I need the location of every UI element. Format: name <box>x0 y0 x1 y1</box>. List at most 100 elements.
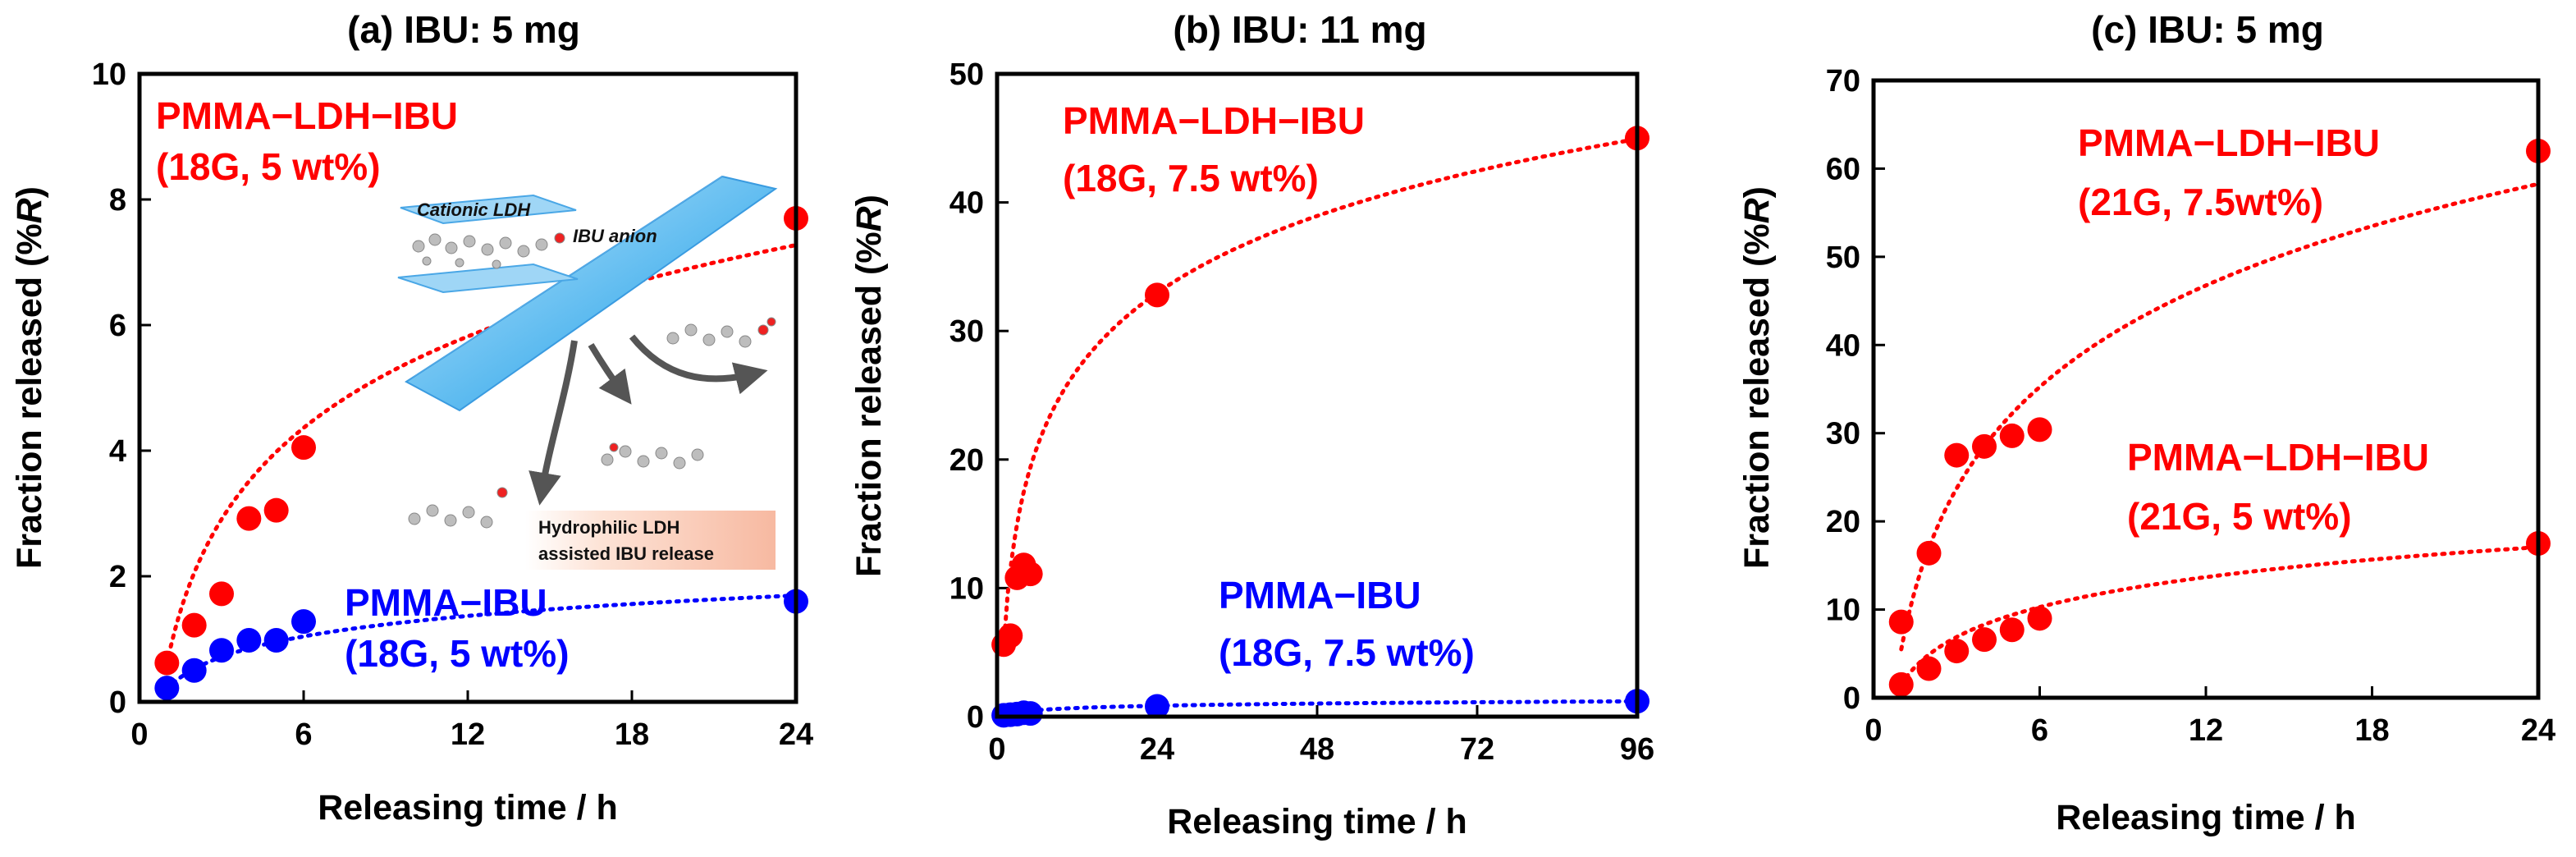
y-tick-label: 0 <box>967 700 984 735</box>
data-point <box>1972 433 1997 459</box>
data-point <box>181 658 207 683</box>
release-arrow-1 <box>528 340 578 506</box>
fit-curve <box>1001 136 1640 648</box>
release-label-line2: assisted IBU release <box>538 543 714 564</box>
series-label-line1: PMMA−LDH−IBU <box>156 94 458 137</box>
panel-b-title: (b) IBU: 11 mg <box>1173 8 1426 51</box>
y-tick-label: 0 <box>109 685 126 720</box>
fit-curve <box>1001 699 1640 718</box>
cationic-ldh-sheet-top <box>400 194 577 225</box>
y-tick-label: 10 <box>1826 593 1860 628</box>
data-point <box>1916 656 1942 681</box>
inset-illustration: Cationic LDH IBU anion <box>397 168 778 570</box>
panel-b-marks: 0 10 20 30 40 50 0 24 48 72 96 PMMA−LDH−IBU (18G, 7.… <box>849 57 1654 841</box>
series-label-line1: PMMA−LDH−IBU <box>2078 121 2380 164</box>
panel-b: (b) IBU: 11 mg 0 10 20 30 40 50 0 24 48 72 96 PMMA−… <box>849 8 1654 841</box>
data-point <box>2027 417 2052 442</box>
data-point <box>236 506 262 531</box>
data-point <box>291 435 316 461</box>
y-tick-label: 60 <box>1826 152 1860 186</box>
series-label-line2: (18G, 5 wt%) <box>156 145 381 188</box>
x-tick-label: 24 <box>779 717 813 752</box>
y-tick-label: 10 <box>92 57 126 92</box>
x-tick-label: 24 <box>2521 713 2555 748</box>
y-tick-label: 2 <box>109 560 126 594</box>
fit-curve <box>1899 181 2541 652</box>
plot-frame <box>995 71 1640 719</box>
release-arrow-2 <box>588 342 632 405</box>
y-tick-label: 40 <box>949 186 984 221</box>
fit-curve <box>164 243 798 667</box>
x-tick-label: 18 <box>615 717 649 752</box>
data-point <box>154 650 180 676</box>
x-tick-label: 72 <box>1460 732 1494 767</box>
release-label-box <box>525 511 776 570</box>
data-point <box>998 623 1023 648</box>
series-label-line2: (18G, 7.5 wt%) <box>1219 631 1475 674</box>
y-tick-label: 30 <box>949 314 984 349</box>
cationic-ldh-label: Cationic LDH <box>417 199 531 220</box>
x-tick-label: 0 <box>130 717 148 752</box>
x-tick-label: 24 <box>1140 732 1174 767</box>
series-label-line2: (18G, 7.5 wt%) <box>1063 157 1319 199</box>
y-tick-label: 20 <box>949 443 984 478</box>
cationic-ldh-sheet-bottom <box>397 263 579 294</box>
x-tick-label: 0 <box>988 732 1005 767</box>
data-point <box>1999 423 2025 448</box>
data-point <box>1018 701 1043 726</box>
data-point <box>291 609 316 635</box>
x-axis-label: Releasing time / h <box>318 788 618 827</box>
x-axis-label: Releasing time / h <box>1167 802 1467 841</box>
y-tick-label: 10 <box>949 571 984 606</box>
data-point <box>1916 540 1942 566</box>
y-tick-label: 50 <box>1826 241 1860 275</box>
molecule-cluster-2 <box>666 317 776 348</box>
y-tick-label: 40 <box>1826 328 1860 363</box>
ibu-anion-label: IBU anion <box>573 226 657 246</box>
panel-a-title: (a) IBU: 5 mg <box>347 8 580 51</box>
series-label-line2: (21G, 5 wt%) <box>2127 495 2352 538</box>
y-tick-label: 20 <box>1826 505 1860 539</box>
y-axis-label: Fraction released (%R) <box>849 195 889 577</box>
data-point <box>181 612 207 638</box>
fit-curve <box>1899 545 2541 687</box>
x-tick-label: 12 <box>451 717 485 752</box>
plot-frame <box>137 71 798 704</box>
y-tick-label: 70 <box>1826 64 1860 99</box>
data-point <box>1145 282 1169 308</box>
molecule-cluster-4 <box>408 487 508 529</box>
data-point <box>1018 561 1043 587</box>
y-tick-label: 30 <box>1826 417 1860 451</box>
data-point <box>1145 694 1169 719</box>
series-label-line2: (21G, 7.5wt%) <box>2078 181 2323 223</box>
y-tick-label: 6 <box>109 309 126 343</box>
data-point <box>154 676 180 701</box>
x-tick-label: 0 <box>1865 713 1882 748</box>
panel-c-title: (c) IBU: 5 mg <box>2091 8 2324 51</box>
plot-frame <box>1871 78 2541 700</box>
release-label-line1: Hydrophilic LDH <box>538 517 679 538</box>
series-label-line1: PMMA−LDH−IBU <box>1063 99 1365 142</box>
y-tick-label: 8 <box>109 183 126 218</box>
ldh-slab-top <box>406 168 734 382</box>
data-point <box>209 581 234 607</box>
ldh-slab <box>405 175 778 412</box>
x-axis-label: Releasing time / h <box>2056 798 2356 837</box>
series-label-line2: (18G, 5 wt%) <box>345 632 570 675</box>
data-point <box>263 628 289 653</box>
x-tick-label: 12 <box>2189 713 2223 748</box>
molecule-cluster-3 <box>601 442 704 470</box>
x-tick-label: 96 <box>1620 732 1654 767</box>
panel-c: (c) IBU: 5 mg 0 10 20 30 40 50 60 70 0 6 12 18 24 PMM… <box>1737 8 2555 837</box>
y-axis-label: Fraction released (%R) <box>1737 186 1777 569</box>
data-point <box>2027 606 2052 631</box>
data-point <box>263 497 289 523</box>
data-point <box>1999 617 2025 643</box>
data-point <box>1944 442 1970 468</box>
data-point <box>1972 627 1997 653</box>
y-tick-label: 50 <box>949 57 984 92</box>
data-point <box>1944 639 1970 664</box>
